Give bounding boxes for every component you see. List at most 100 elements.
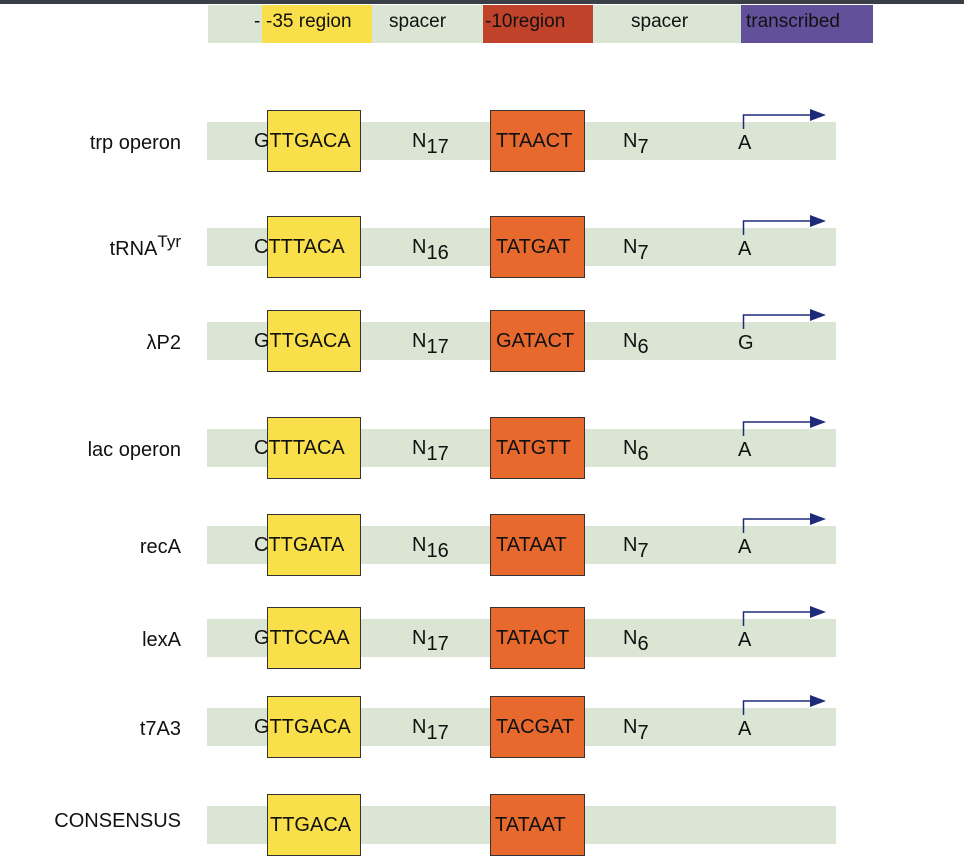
minus10-box [490, 607, 585, 669]
minus35-seq: CTTTACA [254, 437, 345, 459]
spacer2-subscript: 7 [637, 242, 649, 264]
minus35-box [267, 216, 361, 278]
spacer1-subscript: 16 [426, 540, 449, 562]
minus10-seq: TTAACT [496, 130, 573, 152]
row-label: recA [140, 530, 181, 559]
promoter-row: lac operon CTTTACA N17 TATGTT N6 A [0, 413, 964, 483]
row-name: recA [139, 536, 181, 558]
n-letter: N [623, 330, 638, 352]
minus35-box [267, 696, 361, 758]
row-label: CONSENSUS [54, 810, 181, 832]
n-letter: N [623, 534, 638, 556]
minus10-seq: TACGAT [496, 716, 575, 738]
row-name: lac operon [87, 439, 181, 461]
minus10-box [490, 216, 585, 278]
n-letter: N [623, 236, 638, 258]
top-bar [0, 0, 964, 4]
minus35-seq: TTGACA [270, 814, 352, 836]
minus35-box [267, 110, 361, 172]
row-name: lexA [142, 629, 181, 651]
row-label: t7A3 [140, 712, 181, 741]
transcription-start-arrow-icon [742, 606, 826, 626]
spacer2-subscript: 6 [637, 443, 649, 465]
n-letter: N [412, 437, 427, 459]
minus35-seq: CTTTACA [254, 236, 345, 258]
minus35-seq: CTTGATA [254, 534, 345, 556]
minus10-box [490, 310, 585, 372]
minus10-seq: GATACT [496, 330, 575, 352]
row-label: λP2 [147, 326, 181, 355]
start-nucleotide: A [738, 132, 752, 154]
spacer1-subscript: 17 [426, 722, 449, 744]
minus10-seq: TATACT [496, 627, 570, 649]
row-name: tRNA [109, 238, 158, 260]
minus10-box [490, 110, 585, 172]
minus35-seq: GTTCCAA [254, 627, 350, 649]
transcription-start-arrow-icon [742, 109, 826, 129]
spacer2-subscript: 7 [637, 136, 649, 158]
spacer2-subscript: 7 [637, 540, 649, 562]
legend-minus35: -35 region [262, 5, 372, 43]
spacer2-subscript: 6 [637, 633, 649, 655]
transcription-start-arrow-icon [742, 695, 826, 715]
spacer1-length: N17 [412, 127, 449, 161]
minus35-box [267, 417, 361, 479]
n-letter: N [412, 716, 427, 738]
n-letter: N [412, 130, 427, 152]
promoter-row: recA CTTGATA N16 TATAAT N7 A [0, 510, 964, 580]
minus35-box [267, 607, 361, 669]
minus35-seq: GTTGACA [254, 716, 351, 738]
row-label: lac operon [88, 433, 181, 462]
start-nucleotide: A [738, 629, 752, 651]
n-letter: N [623, 716, 638, 738]
transcription-start-arrow-icon [742, 215, 826, 235]
row-label: lexA [142, 623, 181, 652]
spacer1-subscript: 16 [426, 242, 449, 264]
legend-transcribed: transcribed [741, 5, 873, 43]
row-name: trp operon [89, 132, 181, 154]
n-letter: N [623, 627, 638, 649]
minus35-box [267, 794, 361, 856]
spacer2-length: N7 [623, 713, 649, 747]
promoter-row: λP2 GTTGACA N17 GATACT N6 G [0, 306, 964, 376]
n-letter: N [623, 437, 638, 459]
start-nucleotide: A [738, 718, 752, 740]
spacer2-length: N7 [623, 233, 649, 267]
spacer1-length: N16 [412, 531, 449, 565]
transcription-start-arrow-icon [742, 416, 826, 436]
minus10-box [490, 417, 585, 479]
legend-spacer-1: spacer [389, 11, 447, 32]
promoter-row: lexA GTTCCAA N17 TATACT N6 A [0, 603, 964, 673]
n-letter: N [623, 130, 638, 152]
promoter-row: tRNATyr CTTTACA N16 TATGAT N7 A [0, 212, 964, 282]
start-nucleotide: G [738, 332, 754, 354]
minus10-box [490, 794, 585, 856]
spacer1-length: N17 [412, 434, 449, 468]
spacer1-subscript: 17 [426, 336, 449, 358]
row-name: t7A3 [139, 718, 181, 740]
legend-dash: - [254, 11, 261, 32]
start-nucleotide: A [738, 439, 752, 461]
legend-spacer-2: spacer [631, 11, 689, 32]
spacer1-length: N16 [412, 233, 449, 267]
n-letter: N [412, 534, 427, 556]
n-letter: N [412, 627, 427, 649]
start-nucleotide: A [738, 238, 752, 260]
spacer1-length: N17 [412, 713, 449, 747]
n-letter: N [412, 236, 427, 258]
spacer2-length: N7 [623, 531, 649, 565]
promoter-row: t7A3 GTTGACA N17 TACGAT N7 A [0, 692, 964, 762]
spacer1-length: N17 [412, 327, 449, 361]
spacer1-subscript: 17 [426, 633, 449, 655]
minus35-seq: GTTGACA [254, 130, 351, 152]
minus35-seq: GTTGACA [254, 330, 351, 352]
spacer2-length: N7 [623, 127, 649, 161]
spacer1-subscript: 17 [426, 443, 449, 465]
row-name-superscript: Tyr [157, 232, 181, 251]
minus10-seq: TATGAT [496, 236, 571, 258]
spacer1-subscript: 17 [426, 136, 449, 158]
transcription-start-arrow-icon [742, 309, 826, 329]
minus35-box [267, 514, 361, 576]
spacer1-length: N17 [412, 624, 449, 658]
minus10-seq: TATAAT [496, 534, 567, 556]
